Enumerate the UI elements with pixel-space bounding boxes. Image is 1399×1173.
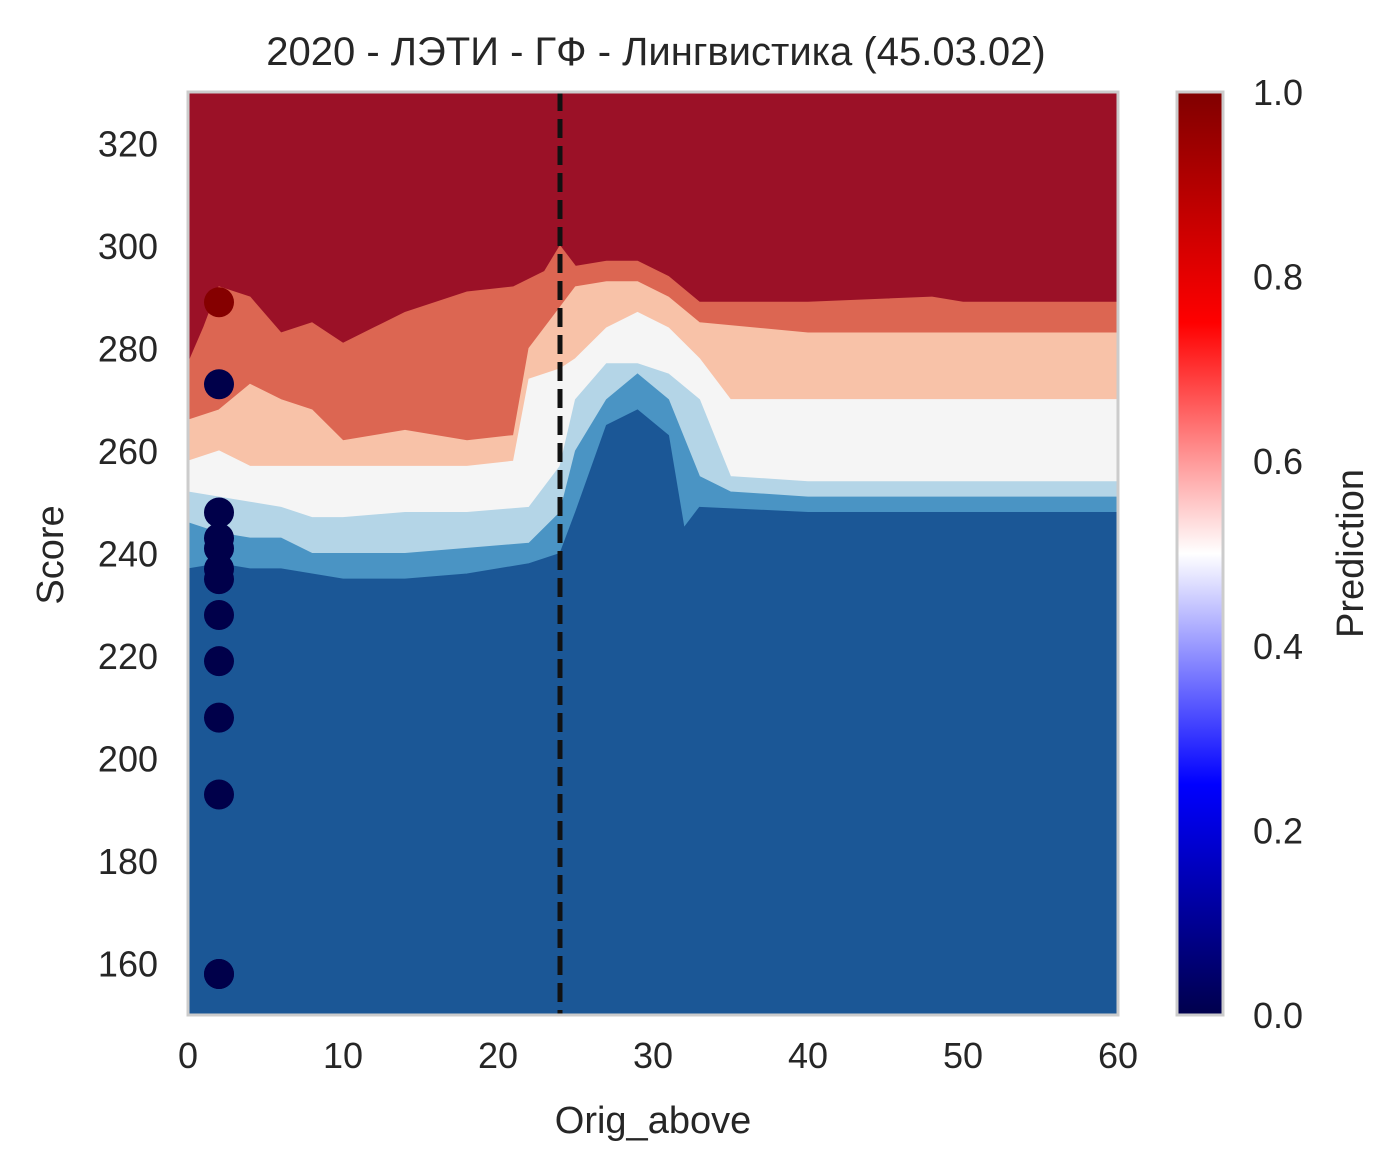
y-tick-label: 260 — [98, 431, 158, 472]
scatter-point — [204, 369, 234, 400]
colorbar-tick-label: 0.2 — [1253, 810, 1303, 851]
colorbar-tick-label: 0.4 — [1253, 626, 1303, 667]
x-tick-label: 20 — [478, 1035, 518, 1076]
contour-band-0 — [188, 409, 1118, 1015]
y-axis-title: Score — [30, 505, 72, 604]
scatter-point — [204, 958, 234, 989]
plot-area — [186, 90, 1120, 1017]
y-tick-label: 280 — [98, 328, 158, 369]
colorbar: 0.0 0.2 0.4 0.6 0.8 1.0 Prediction — [1175, 72, 1372, 1036]
x-tick-label: 40 — [788, 1035, 828, 1076]
scatter-point — [204, 533, 234, 564]
scatter-point — [204, 287, 234, 318]
colorbar-tick-label: 0.8 — [1253, 257, 1303, 298]
y-tick-label: 220 — [98, 636, 158, 677]
scatter-point — [204, 779, 234, 810]
colorbar-gradient — [1175, 90, 1225, 1017]
y-tick-label: 180 — [98, 841, 158, 882]
scatter-point — [204, 702, 234, 733]
colorbar-tick-label: 1.0 — [1253, 72, 1303, 113]
colorbar-label: Prediction — [1330, 469, 1372, 638]
x-tick-label: 50 — [943, 1035, 983, 1076]
scatter-point — [204, 564, 234, 595]
scatter-point — [204, 646, 234, 677]
x-tick-label: 10 — [323, 1035, 363, 1076]
y-axis: 160 180 200 220 240 260 280 300 320 — [98, 123, 158, 984]
y-tick-label: 200 — [98, 739, 158, 780]
y-tick-label: 160 — [98, 944, 158, 985]
x-tick-label: 30 — [633, 1035, 673, 1076]
y-tick-label: 240 — [98, 534, 158, 575]
x-axis-title: Orig_above — [555, 1100, 751, 1142]
colorbar-tick-label: 0.0 — [1253, 995, 1303, 1036]
contour-fills — [188, 92, 1118, 1015]
y-tick-label: 300 — [98, 226, 158, 267]
scatter-point — [204, 600, 234, 631]
x-tick-label: 0 — [178, 1035, 198, 1076]
y-tick-label: 320 — [98, 123, 158, 164]
scatter-series — [204, 287, 234, 989]
x-tick-label: 60 — [1098, 1035, 1138, 1076]
scatter-point — [204, 497, 234, 528]
x-axis: 0 10 20 30 40 50 60 — [178, 1035, 1138, 1076]
colorbar-tick-label: 0.6 — [1253, 441, 1303, 482]
plot-frame — [186, 90, 1120, 1017]
chart-title: 2020 - ЛЭТИ - ГФ - Лингвистика (45.03.02… — [266, 30, 1046, 74]
